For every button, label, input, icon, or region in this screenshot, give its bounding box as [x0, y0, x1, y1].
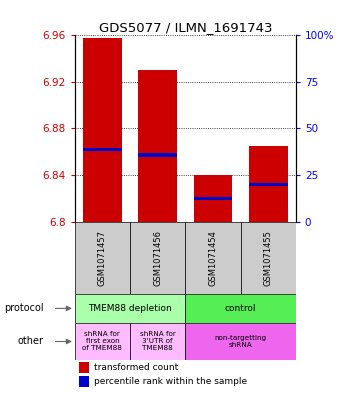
Bar: [75, 222, 130, 294]
Text: transformed count: transformed count: [94, 363, 178, 372]
Text: percentile rank within the sample: percentile rank within the sample: [94, 377, 247, 386]
Bar: [79, 362, 89, 373]
Bar: [185, 323, 296, 360]
Bar: [130, 323, 185, 360]
Text: TMEM88 depletion: TMEM88 depletion: [88, 304, 172, 313]
Bar: [249, 146, 288, 222]
Title: GDS5077 / ILMN_1691743: GDS5077 / ILMN_1691743: [99, 21, 272, 34]
Text: other: other: [18, 336, 44, 347]
Bar: [79, 376, 89, 387]
Bar: [83, 38, 122, 222]
Bar: [193, 175, 232, 222]
Bar: [130, 222, 185, 294]
Text: GSM1071454: GSM1071454: [208, 230, 217, 286]
Text: GSM1071456: GSM1071456: [153, 230, 162, 286]
Bar: [75, 294, 185, 323]
Text: GSM1071455: GSM1071455: [264, 230, 273, 286]
Text: control: control: [225, 304, 256, 313]
Bar: [185, 294, 296, 323]
Bar: [193, 196, 232, 200]
Text: GSM1071457: GSM1071457: [98, 230, 107, 286]
Bar: [138, 70, 177, 222]
Text: shRNA for
3'UTR of
TMEM88: shRNA for 3'UTR of TMEM88: [140, 332, 176, 351]
Bar: [241, 222, 296, 294]
Text: shRNA for
first exon
of TMEM88: shRNA for first exon of TMEM88: [83, 332, 122, 351]
Text: non-targetting
shRNA: non-targetting shRNA: [215, 335, 267, 348]
Bar: [249, 183, 288, 186]
Bar: [75, 323, 130, 360]
Bar: [83, 148, 122, 151]
Bar: [138, 153, 177, 157]
Bar: [185, 222, 241, 294]
Text: protocol: protocol: [4, 303, 44, 313]
